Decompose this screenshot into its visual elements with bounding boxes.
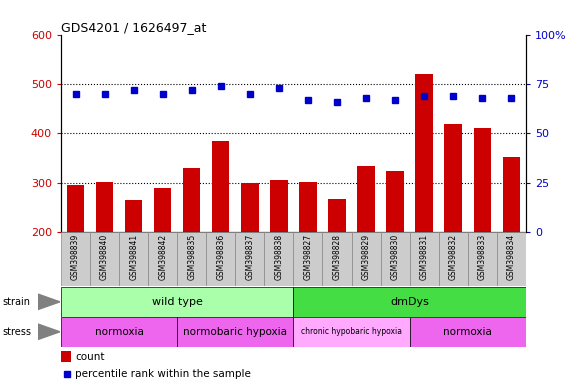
Text: GSM398831: GSM398831 xyxy=(419,234,429,280)
Bar xyxy=(415,74,433,232)
Text: GSM398833: GSM398833 xyxy=(478,234,487,280)
Text: normoxia: normoxia xyxy=(443,327,492,337)
Polygon shape xyxy=(38,324,60,339)
Text: GSM398838: GSM398838 xyxy=(274,234,284,280)
Text: chronic hypobaric hypoxia: chronic hypobaric hypoxia xyxy=(301,327,402,336)
Bar xyxy=(293,287,526,317)
Bar xyxy=(154,188,171,232)
Bar xyxy=(125,200,142,232)
Bar xyxy=(497,232,526,286)
Bar xyxy=(357,166,375,232)
Text: GSM398828: GSM398828 xyxy=(332,234,342,280)
Bar xyxy=(264,232,293,286)
Bar xyxy=(293,317,410,347)
Text: count: count xyxy=(75,352,105,362)
Bar xyxy=(241,183,259,232)
Bar xyxy=(235,232,264,286)
Bar xyxy=(212,141,229,232)
Bar xyxy=(177,232,206,286)
Text: normoxia: normoxia xyxy=(95,327,144,337)
Text: strain: strain xyxy=(3,297,31,307)
Bar xyxy=(90,232,119,286)
Bar xyxy=(328,199,346,232)
Bar xyxy=(503,157,520,232)
Bar xyxy=(61,287,293,317)
Text: GSM398841: GSM398841 xyxy=(129,234,138,280)
Text: GSM398837: GSM398837 xyxy=(245,234,254,280)
Bar xyxy=(206,232,235,286)
Text: GSM398830: GSM398830 xyxy=(390,234,400,280)
Bar xyxy=(270,180,288,232)
Bar xyxy=(444,124,462,232)
Text: dmDys: dmDys xyxy=(390,297,429,307)
Bar xyxy=(468,232,497,286)
Bar xyxy=(183,168,200,232)
Text: GSM398835: GSM398835 xyxy=(187,234,196,280)
Bar xyxy=(96,182,113,232)
Text: stress: stress xyxy=(3,327,32,337)
Polygon shape xyxy=(38,294,60,310)
Text: GSM398827: GSM398827 xyxy=(303,234,313,280)
Text: GDS4201 / 1626497_at: GDS4201 / 1626497_at xyxy=(61,21,206,34)
Bar xyxy=(61,351,71,362)
Bar xyxy=(386,170,404,232)
Bar xyxy=(322,232,352,286)
Bar xyxy=(61,232,90,286)
Text: GSM398832: GSM398832 xyxy=(449,234,458,280)
Text: GSM398842: GSM398842 xyxy=(158,234,167,280)
Bar xyxy=(352,232,381,286)
Bar xyxy=(474,129,491,232)
Text: GSM398829: GSM398829 xyxy=(361,234,371,280)
Bar xyxy=(381,232,410,286)
Bar xyxy=(67,185,84,232)
Bar xyxy=(61,317,177,347)
Bar xyxy=(119,232,148,286)
Text: GSM398839: GSM398839 xyxy=(71,234,80,280)
Text: percentile rank within the sample: percentile rank within the sample xyxy=(75,369,251,379)
Text: GSM398834: GSM398834 xyxy=(507,234,516,280)
Bar xyxy=(177,317,293,347)
Bar xyxy=(439,232,468,286)
Text: GSM398840: GSM398840 xyxy=(100,234,109,280)
Bar xyxy=(293,232,322,286)
Bar xyxy=(148,232,177,286)
Text: wild type: wild type xyxy=(152,297,203,307)
Text: GSM398836: GSM398836 xyxy=(216,234,225,280)
Bar xyxy=(410,317,526,347)
Text: normobaric hypoxia: normobaric hypoxia xyxy=(183,327,288,337)
Bar xyxy=(410,232,439,286)
Bar xyxy=(299,182,317,232)
